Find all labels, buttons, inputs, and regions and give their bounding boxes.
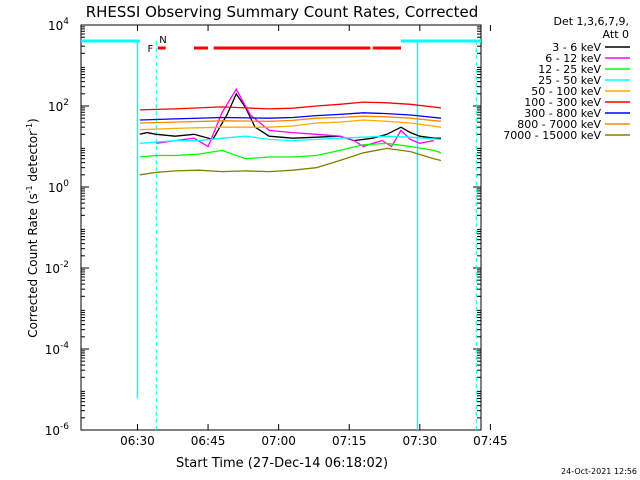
legend-title-2: Att 0 xyxy=(603,28,629,41)
x-tick-label: 06:30 xyxy=(120,434,155,448)
legend-label: 3 - 6 keV xyxy=(552,41,601,54)
legend-label: 6 - 12 keV xyxy=(545,52,601,65)
y-tick-label: 104 xyxy=(48,17,69,33)
plot-frame xyxy=(80,24,482,431)
y-axis-label-end: ) xyxy=(26,118,40,123)
y-tick-label: 100 xyxy=(48,179,69,195)
y-axis-label: Corrected Count Rate (s-1 detector-1) xyxy=(25,118,40,337)
observing-overlays: FN xyxy=(81,35,481,430)
series-layer xyxy=(139,87,442,176)
footer-date: 24-Oct-2021 12:56 xyxy=(561,467,637,476)
x-tick-label: 07:45 xyxy=(473,434,508,448)
x-tick-label: 07:30 xyxy=(403,434,438,448)
legend-label: 300 - 800 keV xyxy=(524,107,601,120)
series-line xyxy=(139,147,442,176)
y-tick-label: 10-4 xyxy=(45,341,70,357)
legend-label: 800 - 7000 keV xyxy=(517,118,601,131)
series-line xyxy=(139,142,442,160)
x-tick-label: 07:00 xyxy=(261,434,296,448)
legend-label: 12 - 25 keV xyxy=(538,63,601,76)
series-line xyxy=(156,87,435,148)
series-line xyxy=(139,101,442,111)
series-line xyxy=(139,135,442,144)
series-line xyxy=(139,112,442,121)
y-axis-label-sup-1: -1 xyxy=(25,185,34,193)
x-tick-label: 06:45 xyxy=(191,434,226,448)
series-line xyxy=(139,119,442,131)
y-tick-label: 10-2 xyxy=(45,260,69,276)
x-axis: 06:30 06:45 07:00 07:15 07:30 07:45 xyxy=(120,25,508,448)
y-tick-label: 10-6 xyxy=(45,422,70,438)
y-axis-label-mid: detector xyxy=(26,131,40,186)
flag-label-f: F xyxy=(148,44,154,55)
series-line xyxy=(139,92,441,142)
legend-label: 50 - 100 keV xyxy=(531,85,601,98)
chart-title: RHESSI Observing Summary Count Rates, Co… xyxy=(86,3,479,21)
y-axis-label-main: Corrected Count Rate (s xyxy=(26,193,40,337)
legend-label: 7000 - 15000 keV xyxy=(503,129,601,142)
flag-label-n: N xyxy=(159,35,166,46)
series-line xyxy=(139,115,442,124)
legend-title-1: Det 1,3,6,7,9, xyxy=(553,15,629,28)
y-axis: 104 102 100 10-2 10-4 10-6 xyxy=(45,17,481,438)
y-axis-label-sup-2: -1 xyxy=(25,123,34,131)
legend-label: 100 - 300 keV xyxy=(524,96,601,109)
x-tick-label: 07:15 xyxy=(332,434,367,448)
y-tick-label: 102 xyxy=(48,98,69,114)
x-axis-label: Start Time (27-Dec-14 06:18:02) xyxy=(176,456,388,471)
legend-label: 25 - 50 keV xyxy=(538,74,601,87)
